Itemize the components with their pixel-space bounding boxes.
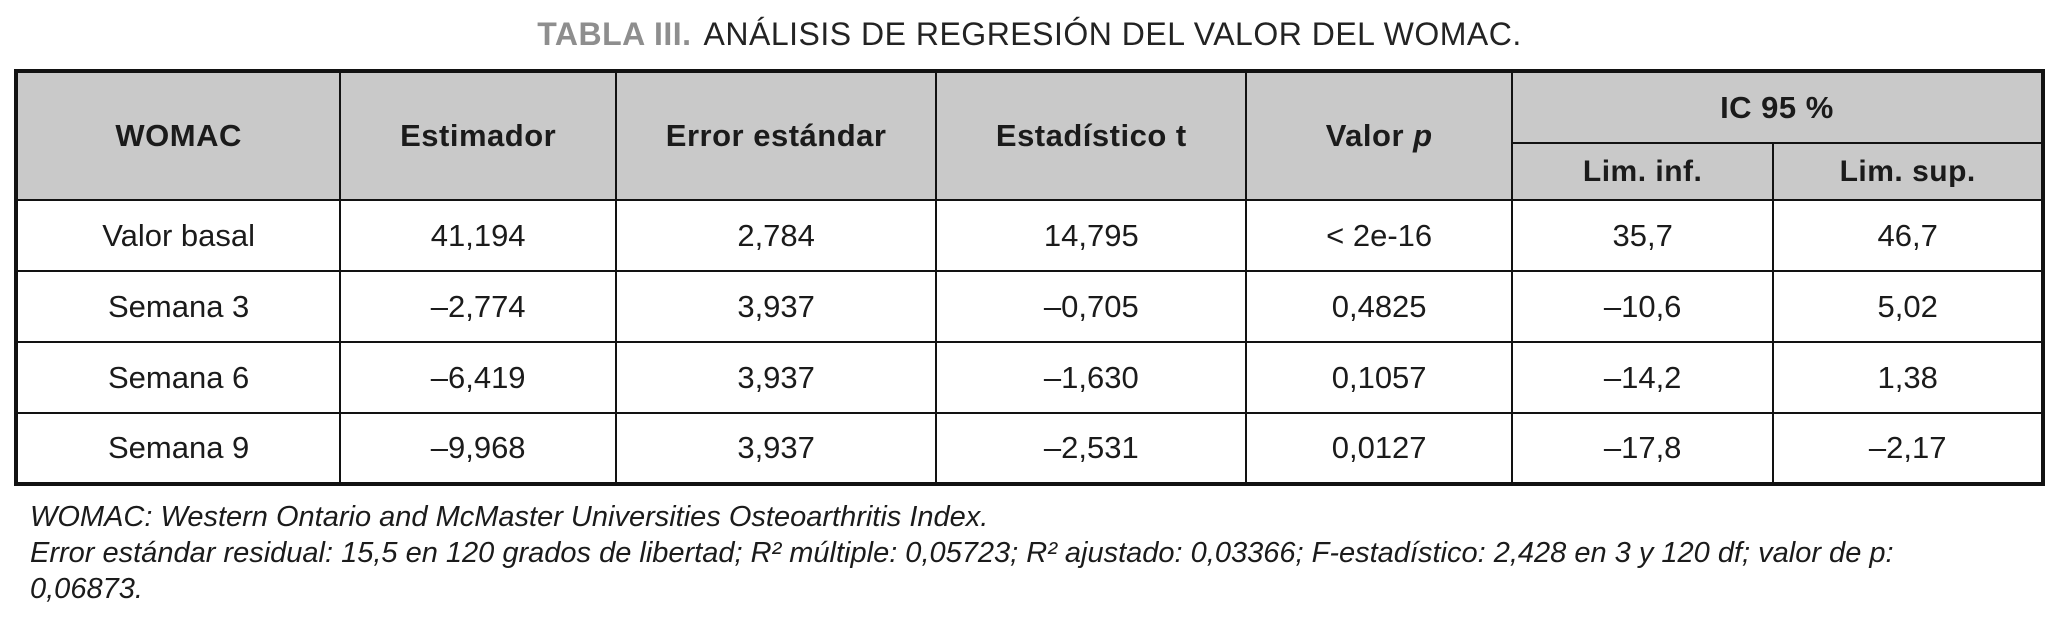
cell-lim-sup: 1,38 (1772, 341, 2044, 414)
cell-estimador: –2,774 (339, 270, 617, 343)
col-header-womac: WOMAC (14, 70, 342, 201)
page: TABLA III. ANÁLISIS DE REGRESIÓN DEL VALO… (14, 16, 2045, 608)
table-number-label: TABLA III. (537, 16, 692, 52)
table-title-text: ANÁLISIS DE REGRESIÓN DEL VALOR DEL WOMA… (703, 16, 1522, 52)
cell-lim-inf: –14,2 (1510, 341, 1775, 414)
footnote-womac-definition: WOMAC: Western Ontario and McMaster Univ… (30, 501, 989, 533)
table-title: TABLA III. ANÁLISIS DE REGRESIÓN DEL VALO… (14, 16, 2045, 53)
cell-estadistico-t: –2,531 (935, 412, 1248, 485)
cell-lim-inf: 35,7 (1510, 199, 1775, 272)
cell-valor-p: 0,0127 (1245, 412, 1513, 485)
footnote-model-stats: Error estándar residual: 15,5 en 120 gra… (30, 536, 1894, 605)
cell-estimador: –6,419 (339, 341, 617, 414)
cell-lim-sup: 5,02 (1772, 270, 2044, 343)
col-header-estimador: Estimador (339, 70, 617, 201)
cell-error-estandar: 3,937 (614, 270, 938, 343)
cell-estadistico-t: –0,705 (935, 270, 1248, 343)
cell-estimador: 41,194 (339, 199, 617, 272)
col-header-lim-sup: Lim. sup. (1772, 142, 2044, 201)
header-row-sub: Lim. inf. Lim. sup. (16, 142, 2044, 201)
table-row-valor-basal: Valor basal 41,194 2,784 14,795 < 2e-16 … (14, 199, 2044, 272)
col-header-lim-inf: Lim. inf. (1510, 142, 1775, 201)
cell-error-estandar: 3,937 (614, 341, 938, 414)
row-label: Semana 6 (14, 341, 342, 414)
valor-p-word: Valor (1325, 118, 1405, 153)
table-row-semana-6: Semana 6 –6,419 3,937 –1,630 0,1057 –14,… (14, 341, 2044, 414)
cell-error-estandar: 3,937 (614, 412, 938, 485)
cell-valor-p: 0,4825 (1245, 270, 1513, 343)
row-label: Semana 3 (14, 270, 342, 343)
col-header-error-estandar: Error estándar (614, 70, 938, 201)
cell-estimador: –9,968 (339, 412, 617, 485)
footnotes: WOMAC: Western Ontario and McMaster Univ… (30, 500, 1970, 608)
regression-table: WOMAC Estimador Error estándar Estadísti… (14, 69, 2045, 486)
cell-lim-sup: –2,17 (1772, 412, 2044, 485)
row-label: Valor basal (14, 199, 342, 272)
cell-valor-p: 0,1057 (1245, 341, 1513, 414)
cell-estadistico-t: 14,795 (935, 199, 1248, 272)
row-label: Semana 9 (14, 412, 342, 485)
cell-valor-p: < 2e-16 (1245, 199, 1513, 272)
col-header-estadistico-t: Estadístico t (935, 70, 1248, 201)
valor-p-symbol: p (1413, 118, 1433, 153)
table-row-semana-9: Semana 9 –9,968 3,937 –2,531 0,0127 –17,… (14, 412, 2044, 485)
cell-error-estandar: 2,784 (614, 199, 938, 272)
col-header-ic95: IC 95 % (1510, 70, 2045, 144)
cell-lim-sup: 46,7 (1772, 199, 2044, 272)
cell-lim-inf: –17,8 (1510, 412, 1775, 485)
cell-estadistico-t: –1,630 (935, 341, 1248, 414)
header-row-top: WOMAC Estimador Error estándar Estadísti… (14, 70, 2045, 201)
cell-lim-inf: –10,6 (1510, 270, 1775, 343)
col-header-valor-p: Valor p (1245, 70, 1513, 201)
table-row-semana-3: Semana 3 –2,774 3,937 –0,705 0,4825 –10,… (14, 270, 2044, 343)
